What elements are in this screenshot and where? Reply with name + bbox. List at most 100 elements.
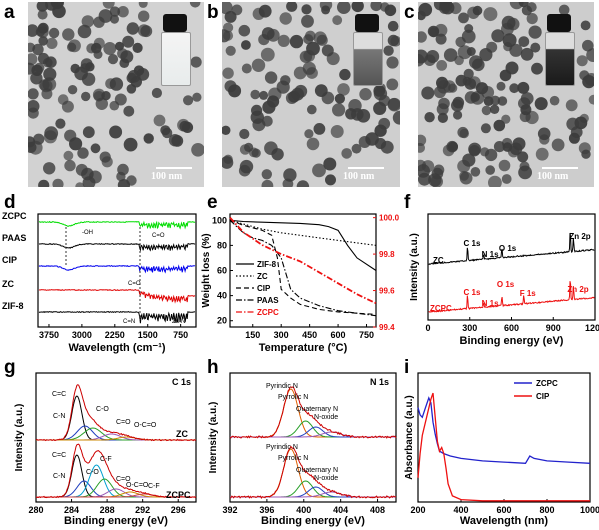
peak-label: C-N: [53, 473, 65, 480]
nanoparticle: [64, 129, 77, 142]
nanoparticle: [143, 133, 154, 144]
x-tick-label: 150: [245, 330, 260, 340]
nanoparticle: [301, 14, 314, 28]
nanoparticle: [189, 2, 201, 8]
nanoparticle: [493, 119, 506, 132]
nanoparticle: [77, 147, 89, 159]
nanoparticle: [488, 175, 502, 187]
nanoparticle: [501, 174, 512, 184]
nanoparticle: [437, 112, 448, 123]
nanoparticle: [435, 33, 447, 45]
envelope-line: [229, 386, 397, 439]
panel-label-b: b: [207, 2, 219, 23]
nanoparticle: [323, 157, 337, 171]
nanoparticle: [341, 148, 352, 159]
nanoparticle: [239, 144, 251, 155]
nanoparticle: [262, 100, 276, 114]
nanoparticle: [239, 159, 254, 174]
nanoparticle: [509, 43, 523, 57]
nanoparticle: [126, 175, 137, 186]
nanoparticle: [239, 128, 250, 140]
nanoparticle: [469, 55, 483, 69]
nanoparticle: [580, 20, 591, 31]
nanoparticle: [46, 37, 58, 50]
nanoparticle: [222, 125, 231, 135]
panel-label-g: g: [4, 357, 16, 378]
nanoparticle: [101, 156, 113, 168]
nanoparticle: [45, 2, 58, 11]
nanoparticle: [314, 84, 328, 97]
nanoparticle: [31, 64, 43, 76]
xps-n1s-chart: 392 396 400 404 408 Binding energy (eV) Intern…: [208, 372, 397, 527]
tga-chart: 150 300 450 600 750 20 40 60 80 100 99.4 99.6 99.8 10…: [201, 213, 400, 354]
nanoparticle: [32, 43, 44, 56]
peak-label: Zn 2p: [569, 232, 590, 241]
fit-component: [230, 431, 396, 438]
legend-label: CIP: [257, 284, 271, 293]
peak-label: O 1s: [499, 244, 517, 253]
series-label: ZC: [2, 279, 14, 289]
nanoparticle: [160, 125, 171, 136]
peak-label: N-oxide: [314, 414, 338, 421]
x-tick-label: 1500: [138, 330, 158, 340]
nanoparticle: [526, 2, 537, 13]
scale-text-a: 100 nm: [151, 171, 183, 182]
nanoparticle: [261, 27, 275, 40]
nanoparticle: [151, 87, 162, 99]
nanoparticle: [475, 82, 489, 95]
nanoparticle: [225, 45, 236, 56]
y-tick-label: 20: [217, 316, 227, 326]
nanoparticle: [332, 15, 343, 26]
nanoparticle: [470, 92, 480, 102]
nanoparticle: [387, 20, 399, 32]
nanoparticle: [133, 65, 145, 76]
nanoparticle: [370, 2, 382, 12]
panel-label-c: c: [404, 2, 415, 23]
x-tick-label: 3750: [39, 330, 59, 340]
nanoparticle: [383, 45, 394, 56]
nanoparticle: [330, 125, 344, 138]
nanoparticle: [28, 140, 43, 155]
nanoparticle: [293, 66, 307, 80]
nanoparticle: [325, 174, 336, 186]
nanoparticle: [358, 136, 371, 148]
nanoparticle: [535, 147, 549, 161]
series-label: ZCPC: [2, 211, 27, 221]
ftir-chart: 3750 3000 2250 1500 750 Wavelength (cm⁻¹) ZCPC…: [2, 211, 197, 354]
nanoparticle: [443, 80, 456, 93]
fit-component: [230, 420, 396, 438]
peak-label: Quaternary N: [296, 406, 338, 413]
nanoparticle: [192, 92, 202, 102]
xps-survey-chart: 0 300 600 900 1200 Binding energy (eV) Intensi…: [409, 213, 599, 347]
nanoparticle: [250, 89, 260, 100]
nanoparticle: [551, 138, 565, 152]
x-axis-label: Wavelength (cm⁻¹): [68, 342, 165, 354]
nanoparticle: [501, 15, 516, 30]
nanoparticle: [517, 151, 529, 163]
x-tick-label: 600: [496, 505, 511, 515]
x-tick-label: 2250: [105, 330, 125, 340]
nanoparticle: [37, 9, 48, 20]
nanoparticle: [67, 42, 77, 52]
nanoparticle: [392, 110, 400, 125]
nanoparticle: [453, 110, 463, 120]
x-axis-label: Wavelength (nm): [460, 515, 549, 527]
plot-frame: [229, 213, 377, 328]
envelope-line: [230, 445, 397, 499]
nanoparticle: [264, 71, 278, 84]
nanoparticle: [191, 143, 204, 157]
y-tick-label: 100: [212, 215, 227, 225]
nanoparticle: [107, 54, 119, 65]
panel-label-d: d: [4, 192, 16, 213]
series-label: ZIF-8: [2, 301, 24, 311]
legend-label: ZIF-8: [257, 260, 277, 269]
panel-label-f: f: [404, 192, 411, 213]
peak-label: C-F: [148, 483, 160, 490]
nanoparticle: [579, 113, 589, 123]
nanoparticle: [486, 41, 498, 53]
nanoparticle: [459, 171, 473, 185]
panel-label-h: h: [207, 357, 219, 378]
peak-label: O 1s: [497, 280, 515, 289]
vial-a: [158, 14, 192, 86]
nanoparticle: [303, 34, 314, 45]
